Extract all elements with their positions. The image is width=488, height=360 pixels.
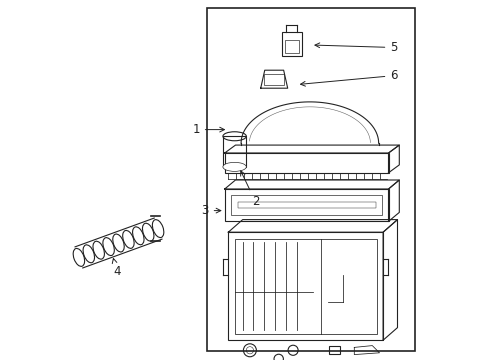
- Text: 6: 6: [300, 69, 397, 86]
- Bar: [328, 346, 339, 354]
- Text: 3: 3: [201, 204, 221, 217]
- Bar: [234, 239, 376, 334]
- Bar: [228, 232, 382, 340]
- Bar: [282, 32, 302, 56]
- Bar: [237, 202, 375, 208]
- Text: 1: 1: [192, 123, 224, 136]
- Text: 4: 4: [112, 258, 121, 278]
- Ellipse shape: [223, 162, 246, 171]
- Text: 2: 2: [240, 171, 259, 208]
- Bar: [264, 74, 284, 85]
- Bar: [206, 8, 415, 351]
- Bar: [231, 195, 381, 215]
- Bar: [223, 136, 246, 167]
- Text: 5: 5: [314, 41, 397, 54]
- Bar: [224, 153, 387, 173]
- Bar: [224, 189, 387, 221]
- Bar: [285, 40, 299, 53]
